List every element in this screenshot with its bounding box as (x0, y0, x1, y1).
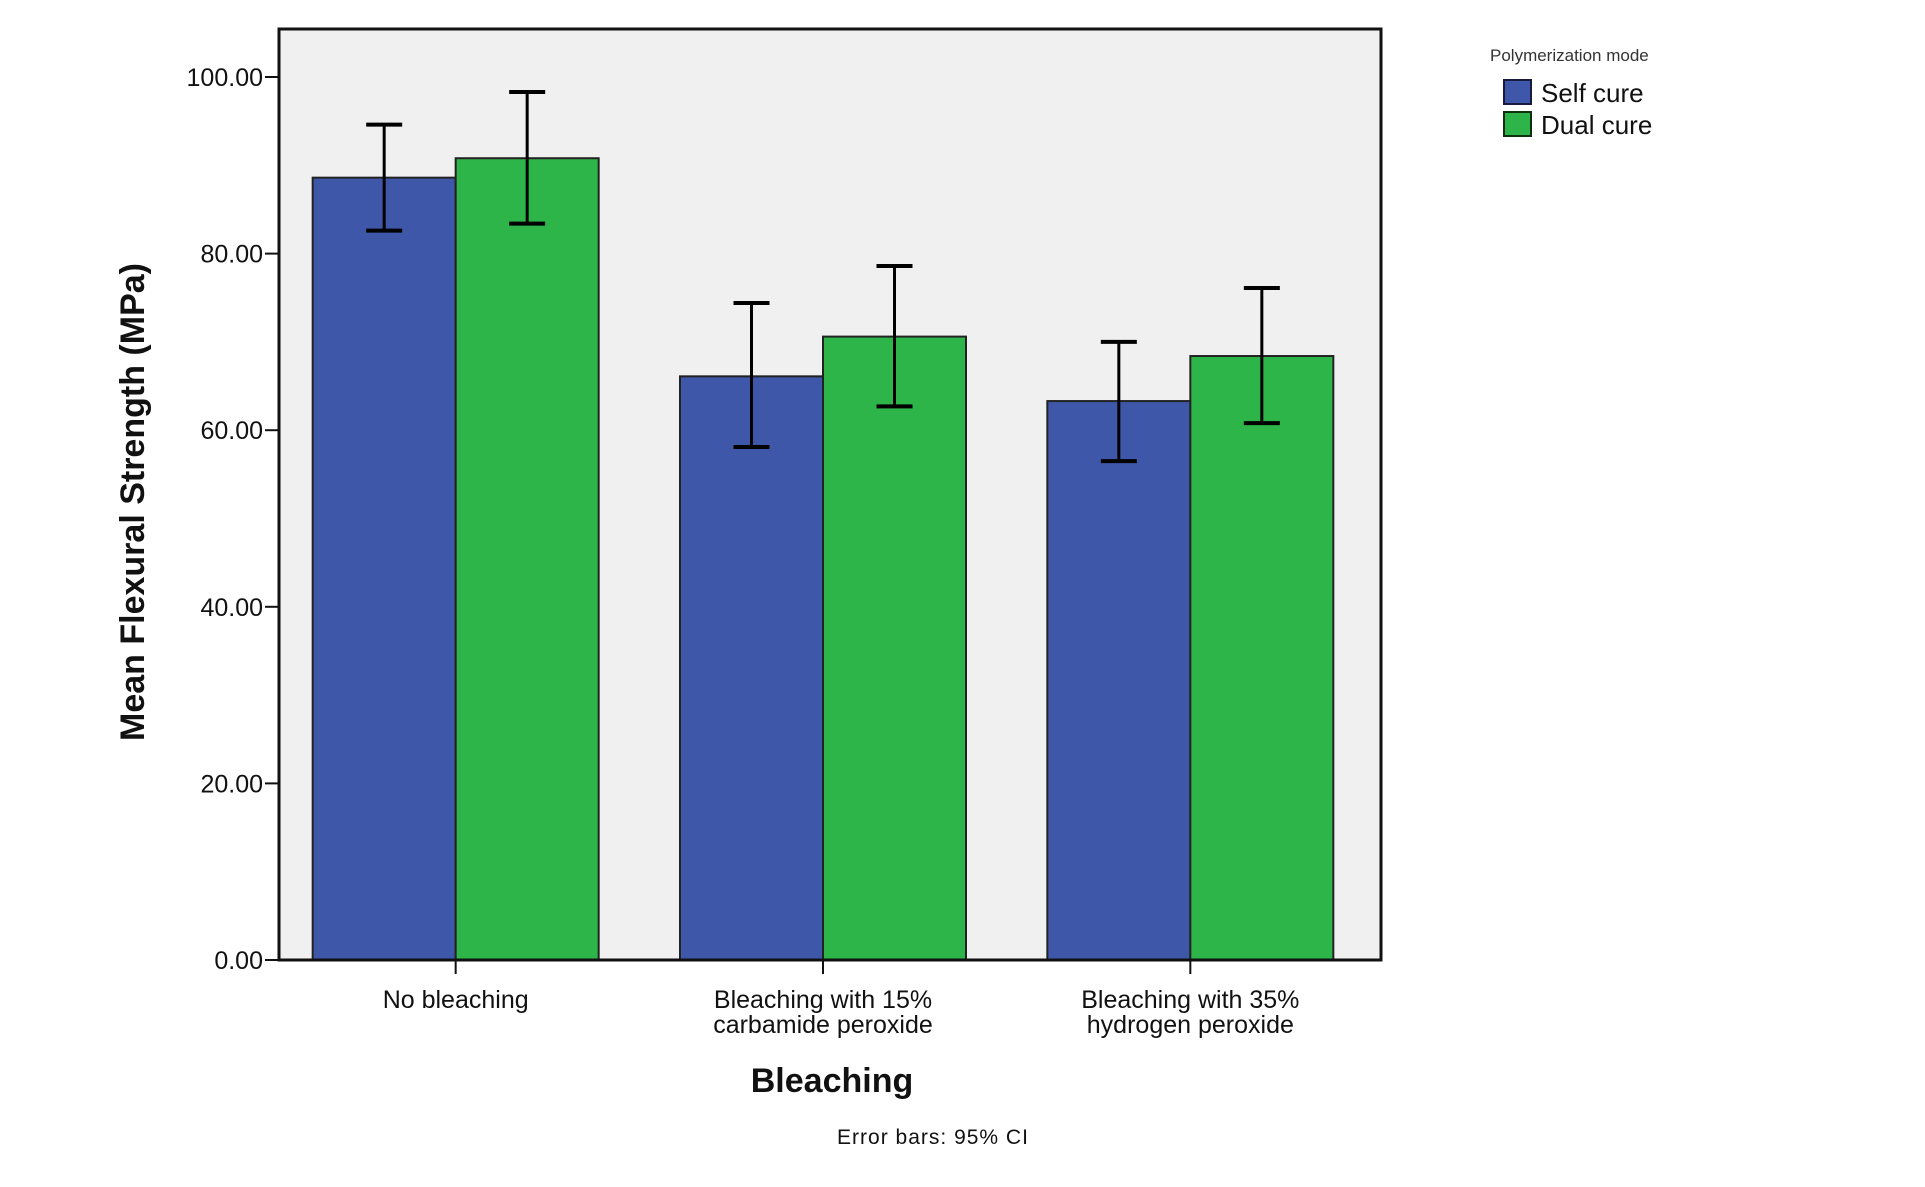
y-tick-label: 80.00 (200, 241, 263, 269)
error-bars-footnote: Error bars: 95% CI (837, 1126, 1029, 1149)
x-tick-label: hydrogen peroxide (1087, 1011, 1294, 1039)
bar-dual-cure-1 (822, 335, 967, 961)
plot-frame (277, 27, 1383, 962)
legend-label-dual-cure: Dual cure (1541, 110, 1652, 140)
legend-title: Polymerization mode (1490, 46, 1649, 65)
x-tick-label: Bleaching with 15% (714, 986, 932, 1014)
bar-dual-cure-2 (1189, 355, 1335, 961)
x-axis: No bleaching Bleaching with 15%carbamide … (383, 960, 1299, 1039)
y-tick-label: 60.00 (200, 417, 263, 445)
legend-swatch-dual-cure (1503, 111, 1532, 137)
y-tick-label: 0.00 (214, 947, 263, 975)
legend: Polymerization mode Self cure Dual cure (1490, 46, 1652, 140)
legend-swatch-self-cure (1503, 79, 1532, 105)
legend-label-self-cure: Self cure (1541, 78, 1644, 108)
y-axis-title: Mean Flexural Strength (MPa) (114, 263, 152, 741)
bar-self-cure-0 (311, 176, 457, 962)
bar-self-cure-1 (679, 375, 824, 962)
bar-self-cure-2 (1046, 400, 1192, 962)
bars-layer (311, 157, 1335, 962)
x-axis-title: Bleaching (751, 1062, 913, 1100)
x-tick-label: Bleaching with 35% (1081, 986, 1299, 1014)
y-tick-label: 20.00 (200, 770, 263, 798)
x-tick-label: No bleaching (383, 986, 529, 1014)
error-bars-layer (366, 90, 1280, 464)
bar-dual-cure-0 (454, 157, 600, 961)
y-tick-label: 40.00 (200, 594, 263, 622)
y-tick-label: 100.00 (187, 64, 263, 92)
x-tick-label: carbamide peroxide (713, 1011, 933, 1039)
y-axis: 0.00 20.00 40.00 60.00 80.00 100.00 (187, 64, 279, 975)
